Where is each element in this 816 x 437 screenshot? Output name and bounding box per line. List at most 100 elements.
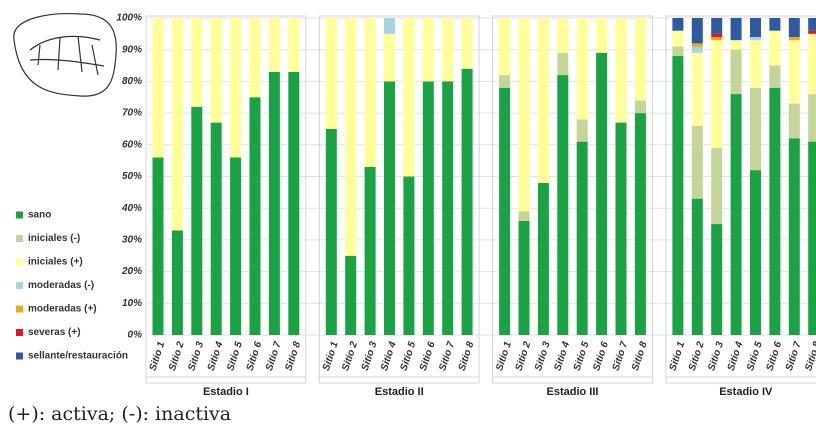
bar-segment bbox=[691, 46, 703, 53]
bar-segment bbox=[808, 18, 816, 31]
bar-segment bbox=[730, 49, 742, 95]
bar-segment bbox=[769, 30, 781, 66]
group-label: Estadio I bbox=[203, 386, 249, 398]
bar-segment bbox=[750, 170, 761, 335]
bar-segment bbox=[230, 157, 242, 335]
y-tick-label: 10% bbox=[122, 298, 142, 309]
x-tick-label: Sitio 7 bbox=[437, 340, 457, 372]
x-tick-label: Sitio 6 bbox=[245, 340, 265, 372]
x-tick-label: Sitio 6 bbox=[591, 340, 611, 372]
bar-segment bbox=[711, 40, 723, 148]
legend-swatch bbox=[16, 329, 23, 336]
x-tick-label: Sitio 4 bbox=[379, 340, 399, 372]
bar-segment bbox=[691, 18, 703, 44]
bar-segment bbox=[249, 18, 261, 98]
bar-segment bbox=[634, 113, 646, 335]
legend-label: sano bbox=[28, 210, 51, 221]
x-tick-label: Sitio 3 bbox=[533, 340, 553, 372]
x-tick-label: Sitio 2 bbox=[167, 340, 187, 372]
bar-segment bbox=[808, 33, 816, 95]
bar-segment bbox=[461, 68, 473, 335]
group-frame bbox=[318, 15, 480, 384]
x-tick-label: Sitio 2 bbox=[514, 340, 534, 372]
bar-segment bbox=[249, 97, 261, 335]
bar-segment bbox=[808, 94, 816, 142]
bar-segment bbox=[711, 33, 723, 38]
bar-segment bbox=[364, 18, 376, 167]
bar-segment bbox=[268, 71, 280, 335]
bar-segment bbox=[499, 75, 511, 88]
x-tick-label: Sitio 4 bbox=[552, 340, 572, 372]
bar-segment bbox=[576, 119, 588, 142]
bar-segment bbox=[499, 18, 511, 76]
x-tick-label: Sitio 7 bbox=[264, 340, 284, 372]
bar-segment bbox=[364, 166, 376, 335]
bar-segment bbox=[711, 147, 723, 225]
bar-segment bbox=[634, 18, 646, 101]
bar-segment bbox=[518, 18, 530, 212]
bar-segment bbox=[808, 30, 816, 34]
bar-segment bbox=[750, 37, 761, 41]
bar-segment bbox=[596, 18, 608, 53]
bar-segment bbox=[171, 230, 183, 335]
bar-segment bbox=[672, 56, 684, 335]
legend-swatch bbox=[16, 352, 23, 360]
bar-segment bbox=[403, 18, 415, 177]
bar-segment bbox=[769, 65, 781, 88]
bar-segment bbox=[730, 40, 742, 50]
legend-swatch bbox=[16, 258, 23, 266]
x-tick-label: Sitio 3 bbox=[706, 340, 726, 372]
bar-segment bbox=[152, 157, 164, 335]
x-tick-label: Sitio 2 bbox=[687, 340, 707, 372]
y-tick-label: 0% bbox=[128, 330, 143, 341]
bar-segment bbox=[557, 52, 569, 76]
y-tick-label: 70% bbox=[122, 108, 142, 119]
legend-label: moderadas (-) bbox=[28, 280, 94, 291]
bar-segment bbox=[422, 18, 434, 82]
x-tick-label: Sitio 8 bbox=[630, 340, 650, 372]
x-tick-label: Sitio 1 bbox=[148, 340, 168, 372]
x-tick-label: Sitio 8 bbox=[457, 340, 477, 372]
x-tick-label: Sitio 5 bbox=[225, 340, 245, 372]
bar-segment bbox=[615, 18, 627, 123]
y-tick-label: 90% bbox=[122, 44, 142, 55]
x-tick-label: Sitio 5 bbox=[399, 340, 419, 372]
bar-segment bbox=[325, 18, 337, 129]
bar-segment bbox=[384, 18, 395, 34]
bar-segment bbox=[769, 18, 781, 31]
x-tick-label: Sitio 4 bbox=[726, 340, 746, 372]
bar-segment bbox=[442, 18, 454, 82]
legend-label: sellante/restauración bbox=[28, 351, 128, 362]
y-tick-label: 60% bbox=[122, 139, 142, 150]
x-tick-label: Sitio 1 bbox=[494, 340, 514, 372]
bar-segment bbox=[288, 18, 300, 72]
caption: (+): activa; (-): inactiva bbox=[8, 403, 231, 425]
bar-segment bbox=[691, 125, 703, 199]
bar-segment bbox=[634, 100, 646, 114]
group-frame bbox=[492, 15, 653, 384]
y-tick-label: 100% bbox=[116, 13, 142, 24]
y-tick-label: 80% bbox=[122, 76, 142, 87]
bar-segment bbox=[345, 255, 357, 335]
legend-swatch bbox=[16, 305, 23, 313]
bar-segment bbox=[152, 18, 164, 158]
x-tick-label: Sitio 6 bbox=[765, 340, 785, 372]
x-tick-label: Sitio 7 bbox=[611, 340, 631, 372]
bar-segment bbox=[615, 122, 627, 335]
y-tick-label: 40% bbox=[121, 203, 142, 214]
group-frame bbox=[145, 15, 307, 384]
bar-segment bbox=[672, 30, 684, 47]
bar-segment bbox=[730, 94, 742, 335]
bar-segment bbox=[442, 81, 454, 336]
bar-segment bbox=[691, 52, 703, 126]
bar-segment bbox=[576, 141, 588, 335]
bar-segment bbox=[288, 71, 300, 335]
x-tick-label: Sitio 6 bbox=[418, 340, 438, 372]
legend-label: iniciales (+) bbox=[28, 257, 83, 268]
x-tick-label: Sitio 5 bbox=[572, 340, 592, 372]
tooth-sketch bbox=[13, 13, 117, 97]
bar-segment bbox=[788, 138, 800, 335]
bar-segment bbox=[384, 33, 395, 82]
group-label: Estadio III bbox=[547, 386, 599, 398]
